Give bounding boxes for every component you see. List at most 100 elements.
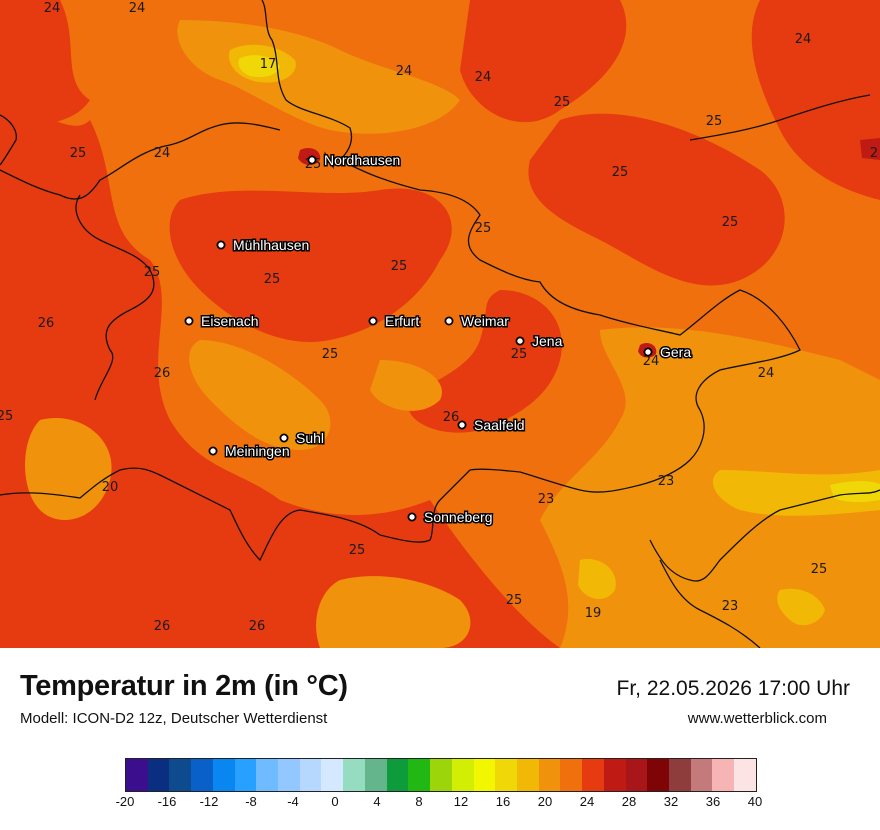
city-marker: Gera <box>643 343 693 362</box>
map-canvas: 24 24 24 17 24 24 25 25 25 24 2 25 25 25 25 25 25 25 26 25 2… <box>0 0 880 648</box>
scale-tick-label: -16 <box>157 794 177 809</box>
city-dot <box>368 316 378 326</box>
scale-swatch <box>212 759 235 791</box>
city-dot <box>216 240 226 250</box>
city-label: Saalfeld <box>474 417 525 433</box>
city-label: Jena <box>532 333 563 349</box>
temperature-value: 26 <box>154 619 171 634</box>
scale-swatch <box>321 759 344 791</box>
scale-tick-label: 8 <box>415 794 423 809</box>
temperature-value: 24 <box>475 70 492 85</box>
temperature-value: 23 <box>722 599 739 614</box>
model-source: Modell: ICON-D2 12z, Deutscher Wetterdie… <box>20 710 328 727</box>
temperature-value: 25 <box>511 347 528 362</box>
city-marker: Nordhausen <box>307 151 402 170</box>
temperature-value: 26 <box>154 366 171 381</box>
city-label: Mühlhausen <box>233 237 309 253</box>
temperature-value: 25 <box>144 265 161 280</box>
city-dot <box>307 155 317 165</box>
temperature-value: 25 <box>0 409 13 424</box>
scale-swatch <box>256 759 279 791</box>
scale-tick-label: 24 <box>579 794 595 809</box>
scale-swatch <box>712 759 735 791</box>
temperature-value: 20 <box>102 480 119 495</box>
scale-swatch <box>169 759 192 791</box>
scale-swatch <box>625 759 648 791</box>
scale-swatch <box>516 759 539 791</box>
scale-tick-label: 40 <box>747 794 763 809</box>
temperature-value: 25 <box>506 593 523 608</box>
city-dot <box>208 446 218 456</box>
city-marker: Meiningen <box>208 442 291 461</box>
scale-swatch <box>364 759 387 791</box>
city-label: Nordhausen <box>324 152 400 168</box>
temperature-value: 25 <box>322 347 339 362</box>
scale-tick-label: 20 <box>537 794 553 809</box>
scale-tick-label: -4 <box>287 794 299 809</box>
temperature-values: 24 24 24 17 24 24 25 25 25 24 2 25 25 25 25 25 25 25 26 25 2… <box>0 1 878 634</box>
scale-swatch <box>126 759 148 791</box>
temperature-map: 24 24 24 17 24 24 25 25 25 24 2 25 25 25 25 25 25 25 26 25 2… <box>0 0 880 648</box>
scale-tick-label: 0 <box>331 794 339 809</box>
temperature-value: 24 <box>758 366 775 381</box>
field-16-band <box>238 55 880 503</box>
temperature-value: 24 <box>154 146 171 161</box>
scale-tick-label: 28 <box>621 794 637 809</box>
city-marker: Suhl <box>279 429 326 448</box>
temperature-value: 25 <box>264 272 281 287</box>
temperature-value: 26 <box>443 410 460 425</box>
temperature-value: 25 <box>349 543 366 558</box>
city-dot <box>444 316 454 326</box>
scale-tick-label: 4 <box>373 794 381 809</box>
temperature-value: 25 <box>612 165 629 180</box>
scale-swatch <box>560 759 583 791</box>
temperature-value: 24 <box>44 1 61 16</box>
city-label: Erfurt <box>385 313 419 329</box>
scale-swatch <box>495 759 517 791</box>
scale-swatch <box>582 759 604 791</box>
temperature-value: 25 <box>722 215 739 230</box>
scale-swatch <box>191 759 213 791</box>
temperature-value: 25 <box>475 221 492 236</box>
temperature-value: 23 <box>538 492 555 507</box>
temperature-value: 23 <box>658 474 675 489</box>
city-dot <box>515 336 525 346</box>
scale-tick-label: -12 <box>199 794 219 809</box>
city-markers: Nordhausen Mühlhausen Eisenach Erfurt Weimar… <box>184 151 693 527</box>
temperature-value: 26 <box>249 619 266 634</box>
city-label: Meiningen <box>225 443 290 459</box>
temperature-value: 25 <box>70 146 87 161</box>
scale-swatch <box>147 759 170 791</box>
color-scale-ticks: -20 -16 -12 -8 -4 0 4 8 12 16 20 24 28 32 36 40 <box>116 794 763 814</box>
temperature-value: 24 <box>795 32 812 47</box>
city-label: Gera <box>660 344 691 360</box>
scale-swatch <box>386 759 409 791</box>
city-dot <box>457 420 467 430</box>
temperature-value: 2 <box>870 146 878 161</box>
scale-swatch <box>343 759 365 791</box>
state-borders <box>0 0 880 648</box>
scale-tick-label: 32 <box>663 794 679 809</box>
color-scale <box>125 758 757 792</box>
city-label: Eisenach <box>201 313 259 329</box>
city-marker: Erfurt <box>368 312 421 331</box>
scale-tick-label: -8 <box>245 794 257 809</box>
scale-swatch <box>451 759 474 791</box>
city-marker: Jena <box>515 332 564 351</box>
city-label: Sonneberg <box>424 509 493 525</box>
temperature-value: 25 <box>554 95 571 110</box>
field-26-band <box>0 0 880 648</box>
temperature-value: 24 <box>129 1 146 16</box>
scale-swatch <box>603 759 626 791</box>
scale-swatch <box>734 759 756 791</box>
city-marker: Saalfeld <box>457 416 526 435</box>
temperature-value: 24 <box>396 64 413 79</box>
scale-tick-label: 16 <box>495 794 511 809</box>
city-marker: Sonneberg <box>407 508 494 527</box>
city-label: Weimar <box>461 313 509 329</box>
scale-tick-label: 36 <box>705 794 721 809</box>
website-link[interactable]: www.wetterblick.com <box>687 710 827 727</box>
scale-swatch <box>278 759 300 791</box>
temperature-value: 26 <box>38 316 55 331</box>
scale-swatch <box>430 759 452 791</box>
